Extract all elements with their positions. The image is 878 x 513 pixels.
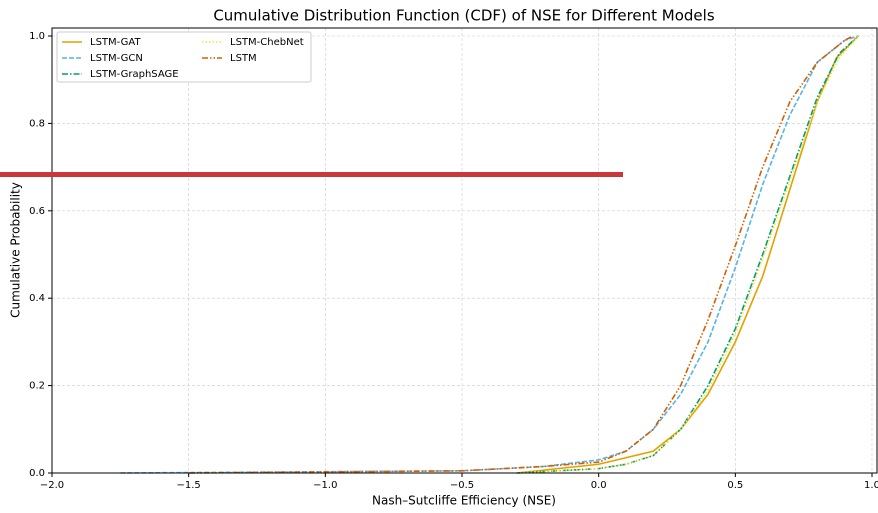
cdf-line (516, 35, 859, 474)
legend-label: LSTM-GraphSAGE (90, 69, 179, 80)
chart-title: Cumulative Distribution Function (CDF) o… (213, 7, 714, 25)
cdf-line (120, 35, 859, 474)
x-tick-label: −1.0 (313, 480, 337, 491)
x-tick-label: 0.5 (727, 480, 743, 491)
x-tick-label: −2.0 (40, 480, 64, 491)
y-tick-label: 1.0 (29, 31, 45, 42)
plot-frame (51, 27, 878, 474)
x-tick-label: 1.0 (864, 480, 878, 491)
y-tick-label: 0.0 (29, 468, 45, 479)
plot-area (52, 28, 877, 473)
legend-box (56, 31, 312, 83)
x-axis-label: Nash–Sutcliffe Efficiency (NSE) (372, 494, 556, 508)
legend-label: LSTM (230, 53, 257, 64)
y-tick-label: 0.2 (29, 381, 45, 392)
legend: LSTM-GAT LSTM-GCN LSTM-GraphSAGE LSTM-ChebN… (56, 31, 312, 83)
cdf-line (188, 35, 854, 474)
y-tick-label: 0.4 (29, 293, 45, 304)
legend-label: LSTM-GAT (90, 37, 141, 48)
y-tick-label: 0.8 (29, 118, 45, 129)
x-tick-label: 0.0 (591, 480, 607, 491)
lines (120, 35, 859, 474)
x-tick-label: −1.5 (177, 480, 201, 491)
x-tick-label: −0.5 (450, 480, 474, 491)
legend-label: LSTM-GCN (90, 53, 143, 64)
y-axis-label: Cumulative Probability (9, 182, 23, 318)
legend-label: LSTM-ChebNet (230, 37, 304, 48)
cdf-line (516, 35, 859, 474)
overlay-bar (0, 172, 623, 177)
y-tick-label: 0.6 (29, 206, 45, 217)
